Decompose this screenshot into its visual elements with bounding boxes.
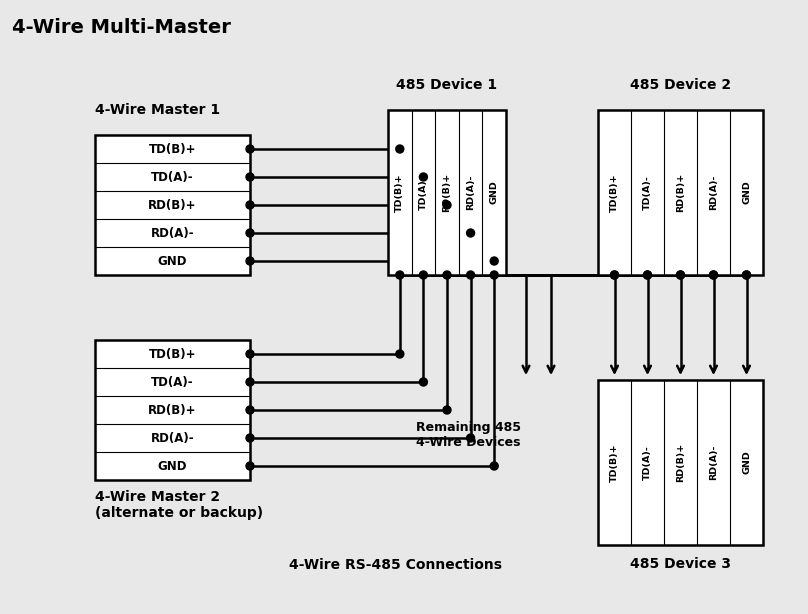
Text: 485 Device 2: 485 Device 2 [630,78,731,92]
Circle shape [643,271,651,279]
Circle shape [743,271,751,279]
Text: RD(B)+: RD(B)+ [148,403,197,416]
Text: TD(B)+: TD(B)+ [610,173,619,212]
Text: GND: GND [742,451,751,475]
Circle shape [419,378,427,386]
Text: GND: GND [490,181,499,204]
Circle shape [443,271,451,279]
Text: RD(B)+: RD(B)+ [676,443,685,482]
Circle shape [743,271,751,279]
Circle shape [246,350,254,358]
Text: RD(A)-: RD(A)- [709,445,718,480]
Bar [598,110,763,275]
Circle shape [246,145,254,153]
Circle shape [490,462,499,470]
Text: RD(A)-: RD(A)- [466,175,475,210]
Bar [598,380,763,545]
Circle shape [443,201,451,209]
Bar [95,340,250,480]
Bar [95,135,250,275]
Circle shape [709,271,718,279]
Circle shape [490,257,499,265]
Text: TD(B)+: TD(B)+ [149,142,196,155]
Circle shape [246,406,254,414]
Circle shape [419,173,427,181]
Circle shape [246,434,254,442]
Circle shape [443,406,451,414]
Text: TD(A)-: TD(A)- [643,445,652,480]
Text: TD(B)+: TD(B)+ [395,173,404,212]
Text: RD(B)+: RD(B)+ [148,198,197,211]
Circle shape [246,173,254,181]
Circle shape [396,145,404,153]
Circle shape [466,229,474,237]
Circle shape [611,271,618,279]
Text: 4-Wire Master 2
(alternate or backup): 4-Wire Master 2 (alternate or backup) [95,490,263,520]
Text: RD(A)-: RD(A)- [150,227,194,239]
Circle shape [466,271,474,279]
Circle shape [246,257,254,265]
Text: RD(A)-: RD(A)- [709,175,718,210]
Circle shape [611,271,618,279]
Bar [388,110,506,275]
Text: TD(A)-: TD(A)- [151,376,194,389]
Circle shape [709,271,718,279]
Text: TD(A)-: TD(A)- [643,175,652,210]
Circle shape [246,201,254,209]
Circle shape [466,434,474,442]
Text: Remaining 485
4-Wire Devices: Remaining 485 4-Wire Devices [415,421,520,449]
Circle shape [643,271,651,279]
Circle shape [246,378,254,386]
Text: RD(B)+: RD(B)+ [676,173,685,212]
Text: 485 Device 3: 485 Device 3 [630,557,731,571]
Circle shape [676,271,684,279]
Text: 4-Wire RS-485 Connections: 4-Wire RS-485 Connections [288,558,502,572]
Text: 4-Wire Master 1: 4-Wire Master 1 [95,103,220,117]
Circle shape [246,229,254,237]
Text: TD(A)-: TD(A)- [419,175,428,210]
Circle shape [419,271,427,279]
Text: GND: GND [742,181,751,204]
Text: TD(B)+: TD(B)+ [610,443,619,482]
Text: TD(A)-: TD(A)- [151,171,194,184]
Text: GND: GND [158,459,187,473]
Circle shape [246,462,254,470]
Circle shape [676,271,684,279]
Text: RD(A)-: RD(A)- [150,432,194,445]
Text: 4-Wire Multi-Master: 4-Wire Multi-Master [12,18,231,37]
Circle shape [396,271,404,279]
Text: RD(B)+: RD(B)+ [443,173,452,212]
Text: TD(B)+: TD(B)+ [149,348,196,360]
Text: GND: GND [158,254,187,268]
Circle shape [396,350,404,358]
Text: 485 Device 1: 485 Device 1 [397,78,498,92]
Circle shape [490,271,499,279]
